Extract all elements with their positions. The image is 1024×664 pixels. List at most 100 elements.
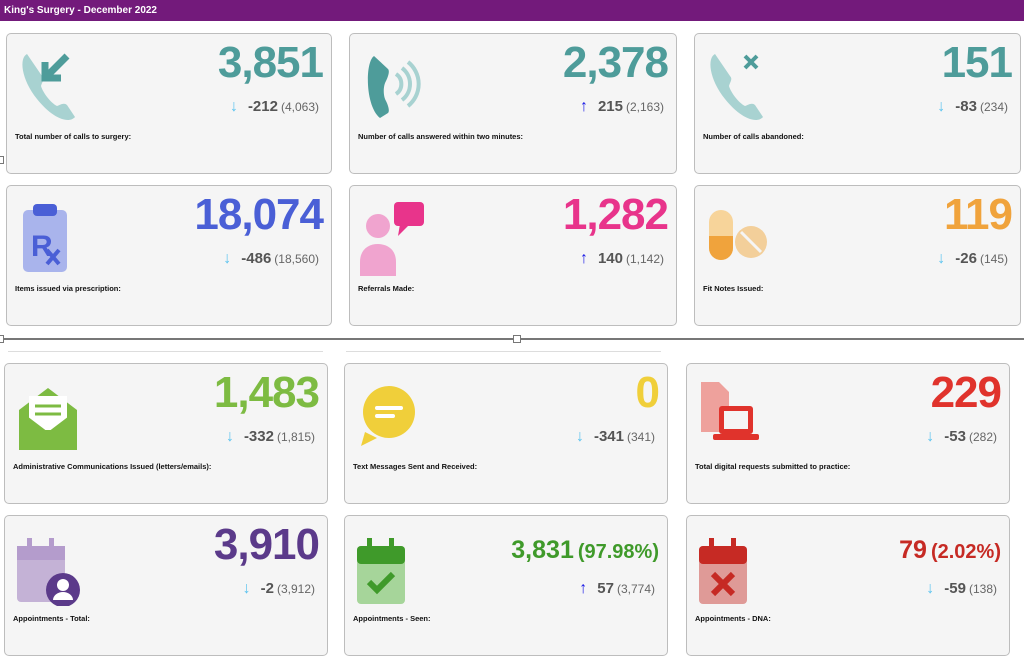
arrow-down-icon: ↓ — [223, 250, 232, 267]
kpi-value: 1,282 — [562, 190, 669, 240]
kpi-card[interactable]: 2,378 ↑ 215 (2,163) Number of calls answer… — [349, 33, 677, 174]
arrow-down-icon: ↓ — [575, 428, 584, 445]
arrow-down-icon: ↓ — [926, 580, 935, 597]
kpi-number: 79 — [899, 536, 927, 564]
kpi-value: 18,074 — [194, 190, 324, 240]
kpi-label: Appointments - DNA: — [695, 614, 771, 623]
kpi-card[interactable]: R 18,074 ↓ -486 (18,560) Items issued via … — [6, 185, 332, 326]
kpi-delta: ↓ -26 (145) — [937, 250, 1008, 268]
delta-value: -53 — [944, 428, 966, 445]
kpi-number: 3,851 — [217, 38, 324, 87]
arrow-up-icon: ↑ — [579, 98, 588, 115]
divider-line — [8, 351, 323, 352]
kpi-label: Items issued via prescription: — [15, 284, 121, 293]
section-divider — [0, 338, 1024, 340]
kpi-delta: ↑ 57 (3,774) — [579, 580, 655, 598]
previous-value: (3,912) — [276, 582, 315, 596]
arrow-up-icon: ↑ — [579, 580, 588, 597]
resize-handle[interactable] — [0, 335, 4, 343]
kpi-label: Fit Notes Issued: — [703, 284, 764, 293]
kpi-number: 1,483 — [213, 368, 320, 417]
arrow-up-icon: ↑ — [579, 250, 588, 267]
kpi-number: 3,910 — [213, 520, 320, 569]
kpi-delta: ↓ -2 (3,912) — [243, 580, 315, 598]
envelope-letter-icon — [15, 376, 81, 454]
kpi-label: Appointments - Seen: — [353, 614, 431, 623]
kpi-delta: ↓ -341 (341) — [576, 428, 655, 446]
arrow-down-icon: ↓ — [242, 580, 251, 597]
kpi-value: 0 — [635, 368, 661, 418]
kpi-card[interactable]: 151 ↓ -83 (234) Number of calls abandoned: — [694, 33, 1021, 174]
kpi-delta: ↑ 140 (1,142) — [580, 250, 664, 268]
kpi-delta: ↓ -332 (1,815) — [226, 428, 315, 446]
kpi-delta: ↓ -212 (4,063) — [230, 98, 319, 116]
kpi-card[interactable]: 3,910 ↓ -2 (3,912) Appointments - Total: — [4, 515, 328, 656]
delta-value: 57 — [597, 580, 614, 597]
kpi-number: 229 — [930, 368, 1002, 417]
phone-ringing-icon — [360, 46, 426, 124]
digital-request-laptop-icon — [697, 376, 763, 454]
kpi-card[interactable]: 1,483 ↓ -332 (1,815) Administrative Commun… — [4, 363, 328, 504]
kpi-delta: ↓ -486 (18,560) — [223, 250, 319, 268]
kpi-delta: ↓ -83 (234) — [937, 98, 1008, 116]
kpi-card[interactable]: 229 ↓ -53 (282) Total digital requests sub… — [686, 363, 1010, 504]
previous-value: (4,063) — [280, 100, 319, 114]
calendar-user-icon — [15, 528, 81, 607]
previous-value: (138) — [968, 582, 997, 596]
kpi-card[interactable]: 0 ↓ -341 (341) Text Messages Sent and Rece… — [344, 363, 668, 504]
kpi-value: 151 — [941, 38, 1013, 88]
kpi-card[interactable]: 3,831 (97.98%) ↑ 57 (3,774) Appointments - … — [344, 515, 668, 656]
kpi-percent: (2.02%) — [930, 541, 1001, 563]
calendar-check-icon — [355, 528, 421, 606]
kpi-card[interactable]: 1,282 ↑ 140 (1,142) Referrals Made: — [349, 185, 677, 326]
kpi-number: 1,282 — [562, 190, 669, 239]
kpi-card[interactable]: 3,851 ↓ -212 (4,063) Total number of calls… — [6, 33, 332, 174]
kpi-label: Number of calls answered within two minu… — [358, 132, 524, 141]
svg-text:R: R — [31, 230, 53, 263]
arrow-down-icon: ↓ — [926, 428, 935, 445]
kpi-number: 2,378 — [562, 38, 669, 87]
kpi-number: 0 — [635, 368, 661, 417]
kpi-number: 18,074 — [194, 190, 324, 239]
kpi-value: 1,483 — [213, 368, 320, 418]
previous-value: (341) — [626, 430, 655, 444]
previous-value: (18,560) — [274, 252, 319, 266]
delta-value: -332 — [243, 428, 274, 445]
previous-value: (1,142) — [625, 252, 664, 266]
delta-value: -341 — [593, 428, 624, 445]
kpi-value: 79 (2.02%) — [899, 536, 1001, 565]
arrow-down-icon: ↓ — [225, 428, 234, 445]
delta-value: -26 — [955, 250, 977, 267]
kpi-delta: ↑ 215 (2,163) — [580, 98, 664, 116]
previous-value: (145) — [979, 252, 1008, 266]
kpi-label: Administrative Communications Issued (le… — [13, 462, 212, 471]
previous-value: (234) — [979, 100, 1008, 114]
delta-value: -486 — [241, 250, 272, 267]
speech-bubble-icon — [355, 376, 421, 454]
kpi-number: 3,831 — [511, 536, 574, 564]
delta-value: -212 — [247, 98, 278, 115]
kpi-number: 119 — [944, 190, 1013, 239]
kpi-label: Referrals Made: — [358, 284, 415, 293]
kpi-value: 3,831 (97.98%) — [511, 536, 659, 565]
kpi-value: 229 — [930, 368, 1002, 418]
resize-handle[interactable] — [0, 156, 4, 164]
delta-value: -83 — [955, 98, 977, 115]
kpi-percent: (97.98%) — [577, 541, 659, 563]
previous-value: (3,774) — [616, 582, 655, 596]
previous-value: (1,815) — [276, 430, 315, 444]
delta-value: 215 — [597, 98, 623, 115]
resize-handle[interactable] — [513, 335, 521, 343]
delta-value: 140 — [597, 250, 623, 267]
doctor-referral-icon — [360, 198, 426, 276]
kpi-label: Text Messages Sent and Received: — [353, 462, 478, 471]
previous-value: (2,163) — [625, 100, 664, 114]
kpi-card[interactable]: 119 ↓ -26 (145) Fit Notes Issued: — [694, 185, 1021, 326]
arrow-down-icon: ↓ — [937, 250, 946, 267]
kpi-value: 3,851 — [217, 38, 324, 88]
arrow-down-icon: ↓ — [937, 98, 946, 115]
kpi-label: Total digital requests submitted to prac… — [695, 462, 851, 471]
kpi-number: 151 — [941, 38, 1013, 87]
kpi-card[interactable]: 79 (2.02%) ↓ -59 (138) Appointments - DNA: — [686, 515, 1010, 656]
kpi-label: Number of calls abandoned: — [703, 132, 804, 141]
